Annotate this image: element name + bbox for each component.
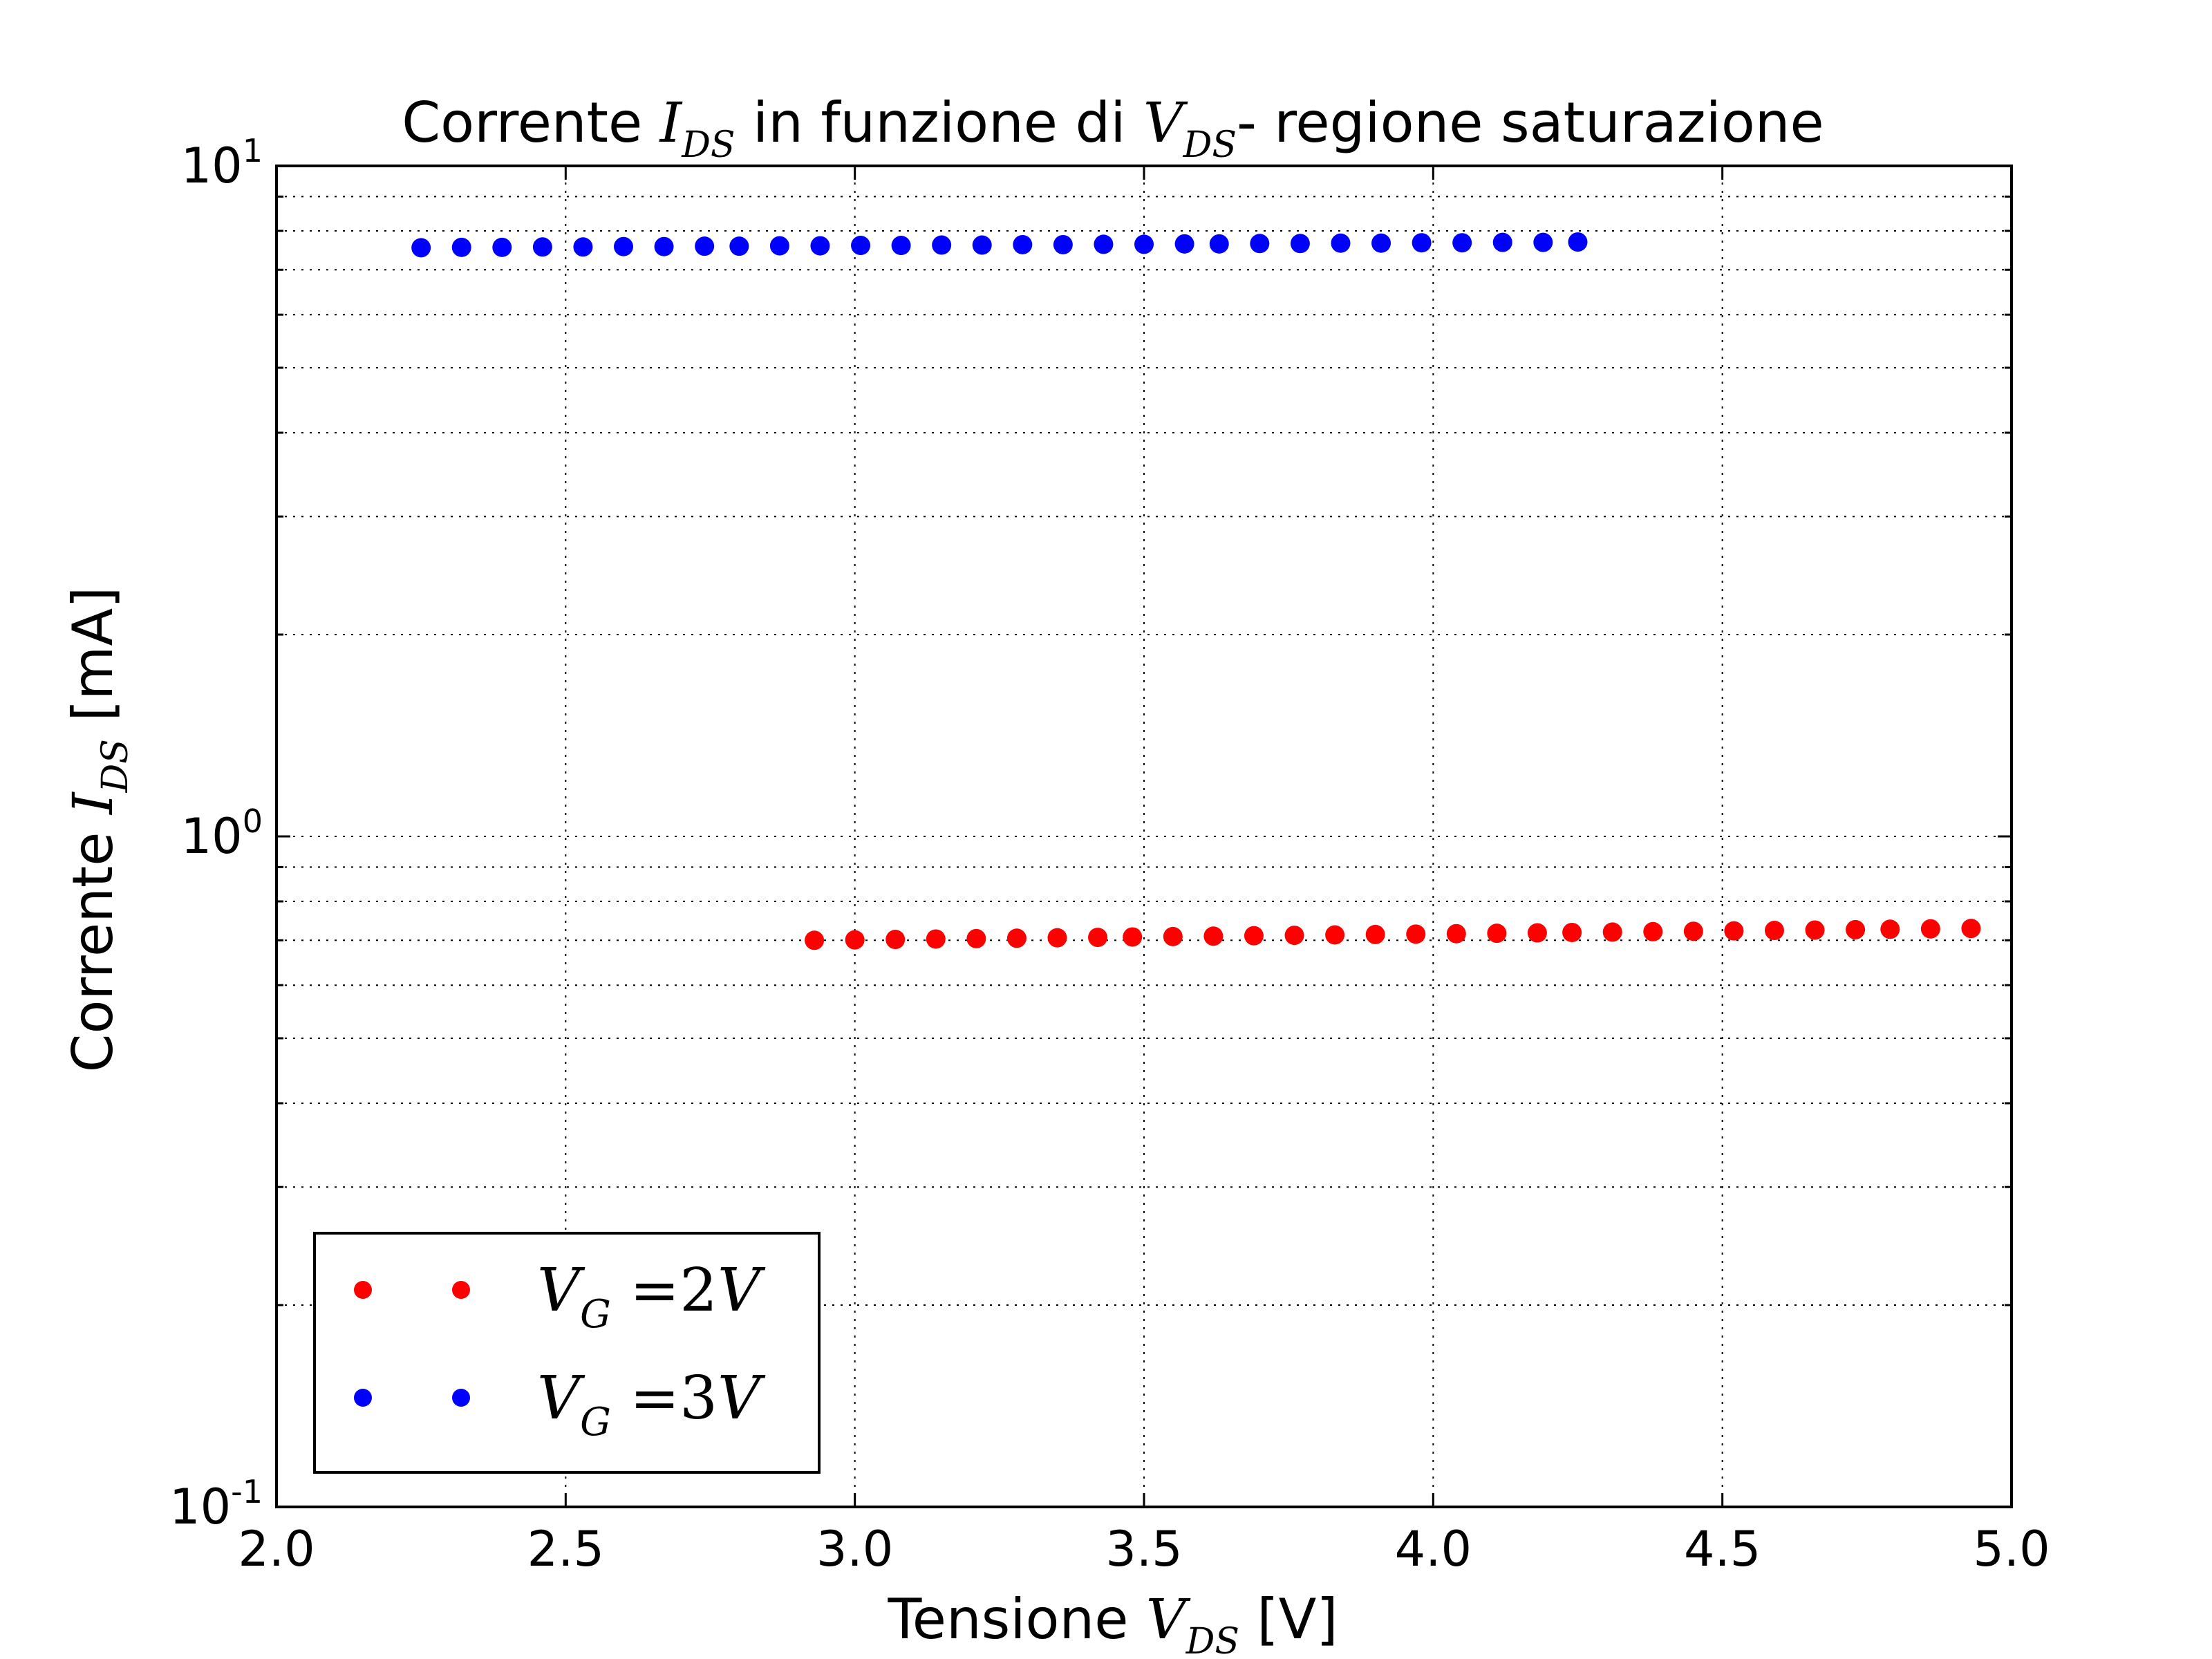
legend-marker-vg2-left [354,1281,372,1299]
data-point-series-1 [1203,926,1224,946]
x-tick-label: 3.5 [1105,1521,1182,1577]
data-point-series-2 [573,237,593,257]
legend-box [313,1232,821,1474]
data-point-series-1 [1487,924,1507,944]
axis-ticks: 2.0 2.5 3.0 3.5 4.0 4.5 5.0 10-1 100 101 [169,132,2050,1577]
data-point-series-2 [1209,234,1229,254]
x-tick-label: 5.0 [1973,1521,2050,1577]
data-point-series-2 [492,237,512,257]
data-point-series-1 [1764,921,1784,941]
data-point-series-1 [845,930,865,950]
legend-marker-vg2-right [452,1281,470,1299]
plot-frame [275,165,2013,1508]
data-point-series-2 [729,236,749,256]
data-point-series-2 [769,236,789,256]
data-point-series-1 [1365,924,1385,944]
y-axis-label: Corrente IDS [mA] [61,587,136,1073]
x-tick-label: 2.5 [527,1521,604,1577]
x-axis-label: Tensione VDS [V] [887,1587,1338,1659]
data-point-series-2 [891,236,911,256]
data-point-series-2 [1412,233,1432,253]
data-point-series-1 [1088,928,1108,948]
data-point-series-2 [1094,234,1114,254]
data-point-series-2 [451,237,471,257]
data-point-series-1 [1123,927,1143,947]
data-point-series-2 [1492,232,1512,252]
legend-marker-vg3-right [452,1389,470,1407]
data-point-series-2 [411,238,431,258]
data-point-series-1 [1406,924,1426,944]
data-point-series-1 [1562,922,1582,942]
data-point-series-2 [1013,234,1033,254]
data-point-series-1 [1880,919,1900,939]
data-point-series-2 [1452,233,1472,253]
data-point-series-2 [1053,234,1073,254]
data-point-series-2 [1533,232,1553,252]
data-point-series-1 [1724,921,1744,941]
data-point-series-2 [810,236,830,256]
data-point-series-1 [1527,923,1547,943]
y-tick-label: 100 [181,803,263,865]
data-point-series-1 [885,930,906,950]
x-tick-label: 2.0 [238,1521,315,1577]
chart-title: Corrente IDS in funzione di VDS- regione… [402,91,1824,166]
data-point-series-1 [1047,928,1067,948]
data-point-series-1 [1325,925,1345,945]
legend-label-vg3: VG =3V [537,1364,766,1445]
data-point-series-2 [1250,234,1270,254]
y-tick-label: 101 [181,132,263,194]
x-tick-label: 4.0 [1395,1521,1472,1577]
data-point-series-1 [1602,922,1622,942]
data-point-series-1 [1961,919,1981,939]
data-points [411,232,1981,950]
data-point-series-2 [1174,234,1194,254]
data-point-series-2 [654,236,674,256]
data-point-series-1 [1846,919,1866,939]
data-point-series-1 [1244,926,1264,946]
data-point-series-1 [1683,921,1703,941]
data-point-series-2 [1290,234,1310,254]
data-point-series-1 [1446,924,1466,944]
data-point-series-2 [695,236,715,256]
data-point-series-2 [614,236,633,256]
legend: VG =2V VG =3V [313,1232,821,1474]
data-point-series-2 [532,237,552,257]
y-tick-label: 10-1 [169,1473,263,1535]
legend-label-vg2: VG =2V [537,1256,766,1337]
data-point-series-1 [1805,920,1825,940]
data-point-series-2 [1371,233,1391,253]
data-point-series-2 [851,236,871,256]
data-point-series-1 [805,930,825,950]
data-point-series-2 [972,235,992,255]
data-point-series-1 [966,928,986,948]
data-point-series-1 [1643,921,1663,941]
data-point-series-1 [1163,926,1183,946]
data-point-series-2 [1331,233,1351,253]
legend-marker-vg3-left [354,1389,372,1407]
data-point-series-1 [926,929,946,949]
data-point-series-1 [1006,928,1027,948]
data-point-series-1 [1284,926,1304,946]
x-tick-label: 4.5 [1684,1521,1761,1577]
x-tick-label: 3.0 [816,1521,893,1577]
data-point-series-2 [1568,232,1588,252]
data-point-series-2 [1134,234,1154,254]
data-point-series-1 [1920,919,1940,939]
data-point-series-2 [932,235,952,255]
